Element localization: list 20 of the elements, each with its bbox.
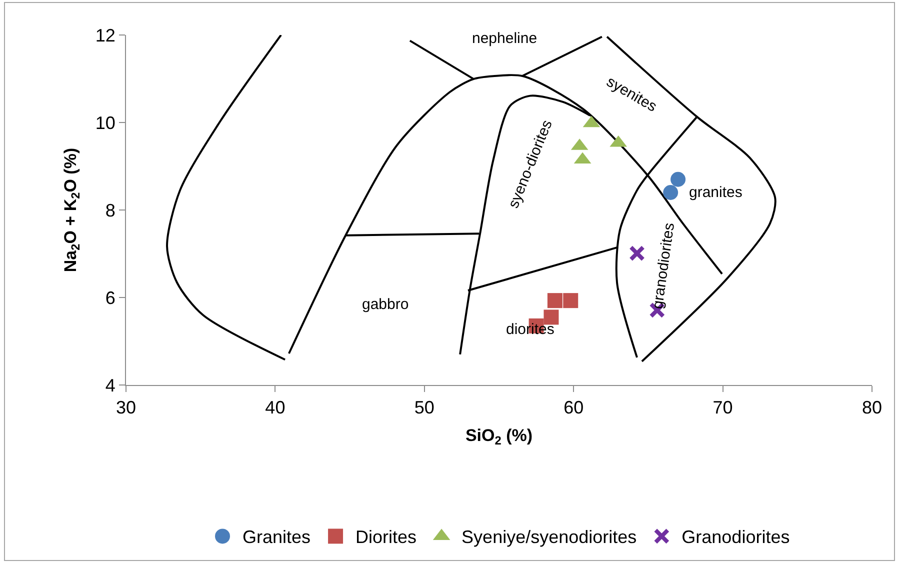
x-tick-label: 30 bbox=[116, 398, 136, 418]
annotation: granodiorites bbox=[649, 222, 678, 310]
annotation: nepheline bbox=[472, 30, 538, 47]
annotation: granites bbox=[689, 184, 742, 201]
x-tick-label: 50 bbox=[414, 398, 434, 418]
y-tick-label: 6 bbox=[105, 288, 116, 308]
legend-label: Syeniye/syenodiorites bbox=[462, 527, 637, 548]
y-tick-label: 4 bbox=[105, 375, 116, 396]
annotation: gabbro bbox=[362, 296, 409, 313]
x-axis-title: SiO$_{2}$ (%) bbox=[465, 426, 533, 448]
legend-label: Diorites bbox=[356, 527, 417, 548]
legend-label: Granodiorites bbox=[682, 527, 790, 548]
y-tick-label: 8 bbox=[105, 200, 116, 220]
x-tick-label: 40 bbox=[265, 398, 286, 418]
x-tick-label: 60 bbox=[564, 398, 584, 418]
legend-label: Granites bbox=[242, 527, 311, 548]
x-tick-label: 70 bbox=[712, 398, 733, 418]
y-tick-label: 10 bbox=[95, 112, 116, 133]
x-tick-label: 80 bbox=[862, 398, 882, 418]
y-tick-label: 12 bbox=[95, 25, 116, 46]
